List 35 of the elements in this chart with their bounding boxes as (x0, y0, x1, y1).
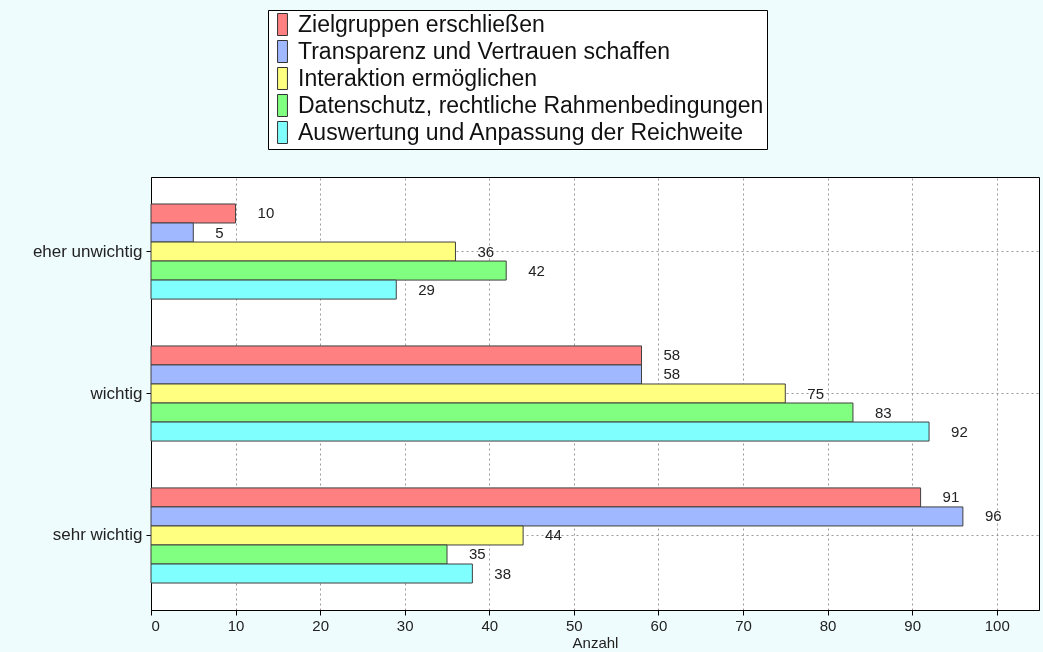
legend-label: Auswertung und Anpassung der Reichweite (298, 118, 743, 145)
data-label: 96 (984, 507, 1002, 525)
data-label: 35 (469, 545, 486, 563)
y-tick-label: sehr wichtig (52, 525, 143, 545)
x-tick-label: 30 (396, 616, 414, 634)
data-label: 83 (874, 403, 892, 421)
x-tick-label: 20 (312, 616, 329, 634)
legend-label: Datenschutz, rechtliche Rahmenbedingungen (298, 91, 764, 118)
y-tick-label: eher unwichtig (32, 241, 143, 261)
data-label: 38 (494, 564, 512, 582)
data-label: 58 (663, 365, 681, 383)
data-label: 42 (528, 261, 545, 279)
data-label: 36 (477, 242, 495, 260)
x-tick-label: 90 (904, 616, 921, 634)
data-label: 10 (257, 204, 275, 222)
x-tick-label: 0 (151, 616, 160, 634)
data-label: 29 (418, 280, 435, 298)
legend-label: Interaktion ermöglichen (298, 64, 538, 91)
x-tick-label: 40 (481, 616, 499, 634)
data-label: 58 (663, 346, 681, 364)
y-tick-label: wichtig (89, 383, 143, 403)
legend-label: Zielgruppen erschließen (298, 10, 545, 37)
data-label: 5 (215, 223, 224, 241)
x-tick-label: 70 (735, 616, 752, 634)
data-label: 75 (807, 384, 824, 402)
data-label: 44 (545, 526, 562, 544)
x-tick-label: 80 (819, 616, 837, 634)
x-tick-label: 60 (650, 616, 668, 634)
x-tick-label: 100 (984, 616, 1010, 634)
x-axis-title: Anzahl (572, 633, 619, 651)
data-label: 92 (951, 422, 968, 440)
x-tick-label: 10 (227, 616, 245, 634)
data-label: 91 (942, 488, 960, 506)
x-tick-label: 50 (566, 616, 583, 634)
legend-label: Transparenz und Vertrauen schaffen (298, 37, 671, 64)
